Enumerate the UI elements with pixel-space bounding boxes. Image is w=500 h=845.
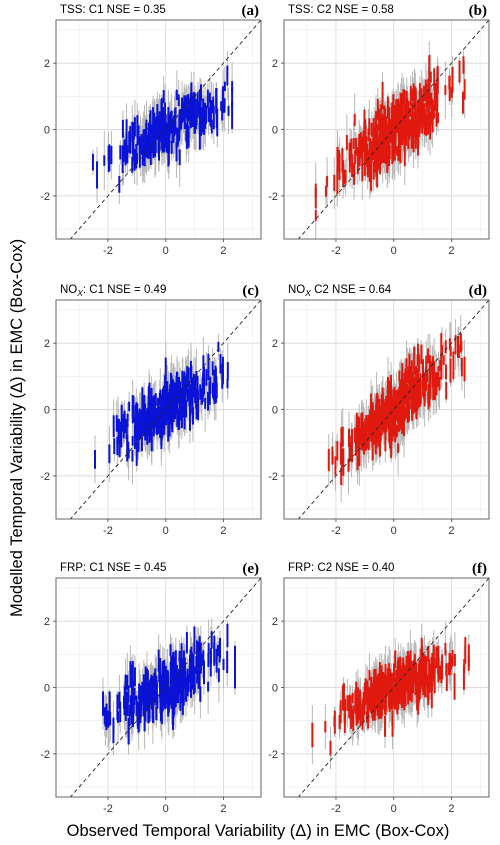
y-tick-label: 2	[272, 338, 278, 350]
panel-e: -2 0 2 2 0 -2 FRP: C1 NSE = 0.45 (e)	[40, 561, 262, 815]
panel-title: FRP: C1 NSE = 0.45	[60, 562, 166, 574]
y-tick-label: 0	[44, 125, 50, 137]
panel-d: -2 0 2 2 0 -2 NOX C2 NSE = 0.64 (d)	[268, 283, 490, 537]
y-tick-label: 2	[272, 58, 278, 70]
x-tick-label: 0	[163, 803, 169, 815]
y-axis-title: Modelled Temporal Variability (Δ) in EMC…	[8, 239, 26, 617]
data-layer	[297, 20, 489, 239]
panel-c: -2 0 2 2 0 -2 NOX: C1 NSE = 0.49 (c)	[40, 283, 262, 537]
y-tick-label: -2	[268, 471, 278, 483]
panel-label: (b)	[469, 3, 487, 19]
x-tick-label: -2	[331, 803, 341, 815]
y-tick-label: 2	[44, 58, 50, 70]
panel-b: -2 0 2 2 0 -2 TSS: C2 NSE = 0.58 (b)	[268, 3, 490, 257]
x-tick-label: 2	[448, 803, 454, 815]
data-layer	[297, 300, 489, 519]
y-tick-label: 0	[272, 683, 278, 695]
x-tick-label: 2	[448, 245, 454, 257]
x-tick-label: -2	[103, 525, 113, 537]
panel-f: -2 0 2 2 0 -2 FRP: C2 NSE = 0.40 (f)	[268, 561, 490, 815]
y-tick-label: -2	[40, 471, 50, 483]
y-tick-label: 0	[44, 683, 50, 695]
one-to-one-line	[69, 578, 261, 797]
x-axis-title: Observed Temporal Variability (Δ) in EMC…	[67, 822, 450, 840]
y-tick-label: -2	[268, 191, 278, 203]
gridlines	[284, 578, 489, 797]
data-layer	[69, 300, 261, 519]
y-tick-label: 0	[272, 125, 278, 137]
y-tick-label: 0	[44, 405, 50, 417]
gridlines	[284, 300, 489, 519]
panel-label: (e)	[242, 561, 259, 577]
x-tick-label: -2	[103, 245, 113, 257]
x-tick-label: 2	[448, 525, 454, 537]
panel-label: (a)	[242, 3, 260, 19]
data-layer	[69, 578, 261, 797]
x-tick-label: -2	[103, 803, 113, 815]
x-tick-label: -2	[331, 525, 341, 537]
one-to-one-line	[297, 578, 489, 797]
x-tick-label: 2	[220, 245, 226, 257]
panel-label: (d)	[469, 283, 487, 299]
gridlines	[56, 578, 261, 797]
x-tick-label: 0	[391, 245, 397, 257]
panel-label: (f)	[472, 561, 487, 577]
x-tick-label: 0	[391, 525, 397, 537]
x-tick-label: -2	[331, 245, 341, 257]
y-tick-label: 2	[44, 616, 50, 628]
panel-title: NOX: C1 NSE = 0.49	[60, 284, 166, 298]
one-to-one-line	[69, 300, 261, 519]
panel-a: -2 0 2 2 0 -2 TSS: C1 NSE = 0.35 (a)	[40, 3, 262, 257]
y-tick-label: -2	[40, 191, 50, 203]
panel-label: (c)	[242, 283, 259, 299]
data-layer	[297, 578, 489, 797]
panels-group: -2 0 2 2 0 -2 TSS: C1 NSE = 0.35 (a) -2 0 2 2 0 -2 TSS…	[40, 3, 490, 815]
panel-title: TSS: C1 NSE = 0.35	[60, 4, 166, 16]
x-tick-label: 0	[391, 803, 397, 815]
gridlines	[284, 20, 489, 239]
x-tick-label: 0	[163, 525, 169, 537]
data-layer	[69, 20, 261, 239]
panel-title: FRP: C2 NSE = 0.40	[288, 562, 394, 574]
one-to-one-line	[297, 20, 489, 239]
one-to-one-line	[69, 20, 261, 239]
y-tick-label: 2	[44, 338, 50, 350]
panel-title: TSS: C2 NSE = 0.58	[288, 4, 394, 16]
y-tick-label: 2	[272, 616, 278, 628]
x-tick-label: 2	[220, 803, 226, 815]
y-tick-label: -2	[268, 749, 278, 761]
x-tick-label: 0	[163, 245, 169, 257]
panel-title: NOX C2 NSE = 0.64	[288, 284, 392, 298]
x-tick-label: 2	[220, 525, 226, 537]
y-tick-label: 0	[272, 405, 278, 417]
y-tick-label: -2	[40, 749, 50, 761]
one-to-one-line	[297, 300, 489, 519]
